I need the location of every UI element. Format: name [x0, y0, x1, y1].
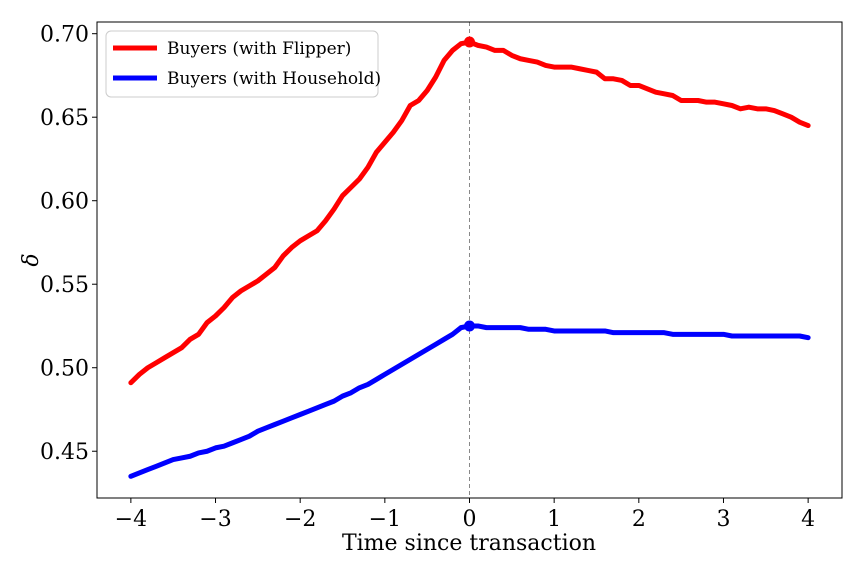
series-marker-1	[464, 320, 475, 332]
x-tick-label: 2	[632, 507, 646, 532]
legend-box	[105, 30, 379, 98]
legend-label-household: Buyers (with Household)	[167, 69, 381, 89]
x-tick-label: 0	[463, 507, 477, 532]
y-tick-label: 0.65	[40, 106, 89, 131]
legend: Buyers (with Flipper) Buyers (with House…	[105, 30, 381, 98]
y-axis: 0.45 0.50 0.55 0.60 0.65 0.70	[40, 23, 97, 465]
y-tick-label: 0.55	[40, 273, 89, 298]
x-tick-label: 3	[716, 507, 730, 532]
legend-label-flipper: Buyers (with Flipper)	[167, 39, 351, 59]
series-marker-0	[464, 36, 475, 48]
x-tick-label: −2	[284, 507, 316, 532]
x-tick-label: −1	[369, 507, 401, 532]
x-tick-label: −3	[199, 507, 231, 532]
x-axis-title: Time since transaction	[342, 531, 596, 556]
series-layer	[128, 36, 811, 479]
x-axis: −4 −3 −2 −1 0 1 2 3 4	[115, 498, 815, 532]
y-tick-label: 0.60	[40, 190, 89, 215]
y-tick-label: 0.50	[40, 357, 89, 382]
y-tick-label: 0.45	[40, 440, 89, 465]
x-tick-label: 1	[547, 507, 561, 532]
y-tick-label: 0.70	[40, 23, 89, 48]
x-tick-label: −4	[115, 507, 147, 532]
y-axis-title: δ	[19, 253, 44, 266]
x-tick-label: 4	[801, 507, 815, 532]
